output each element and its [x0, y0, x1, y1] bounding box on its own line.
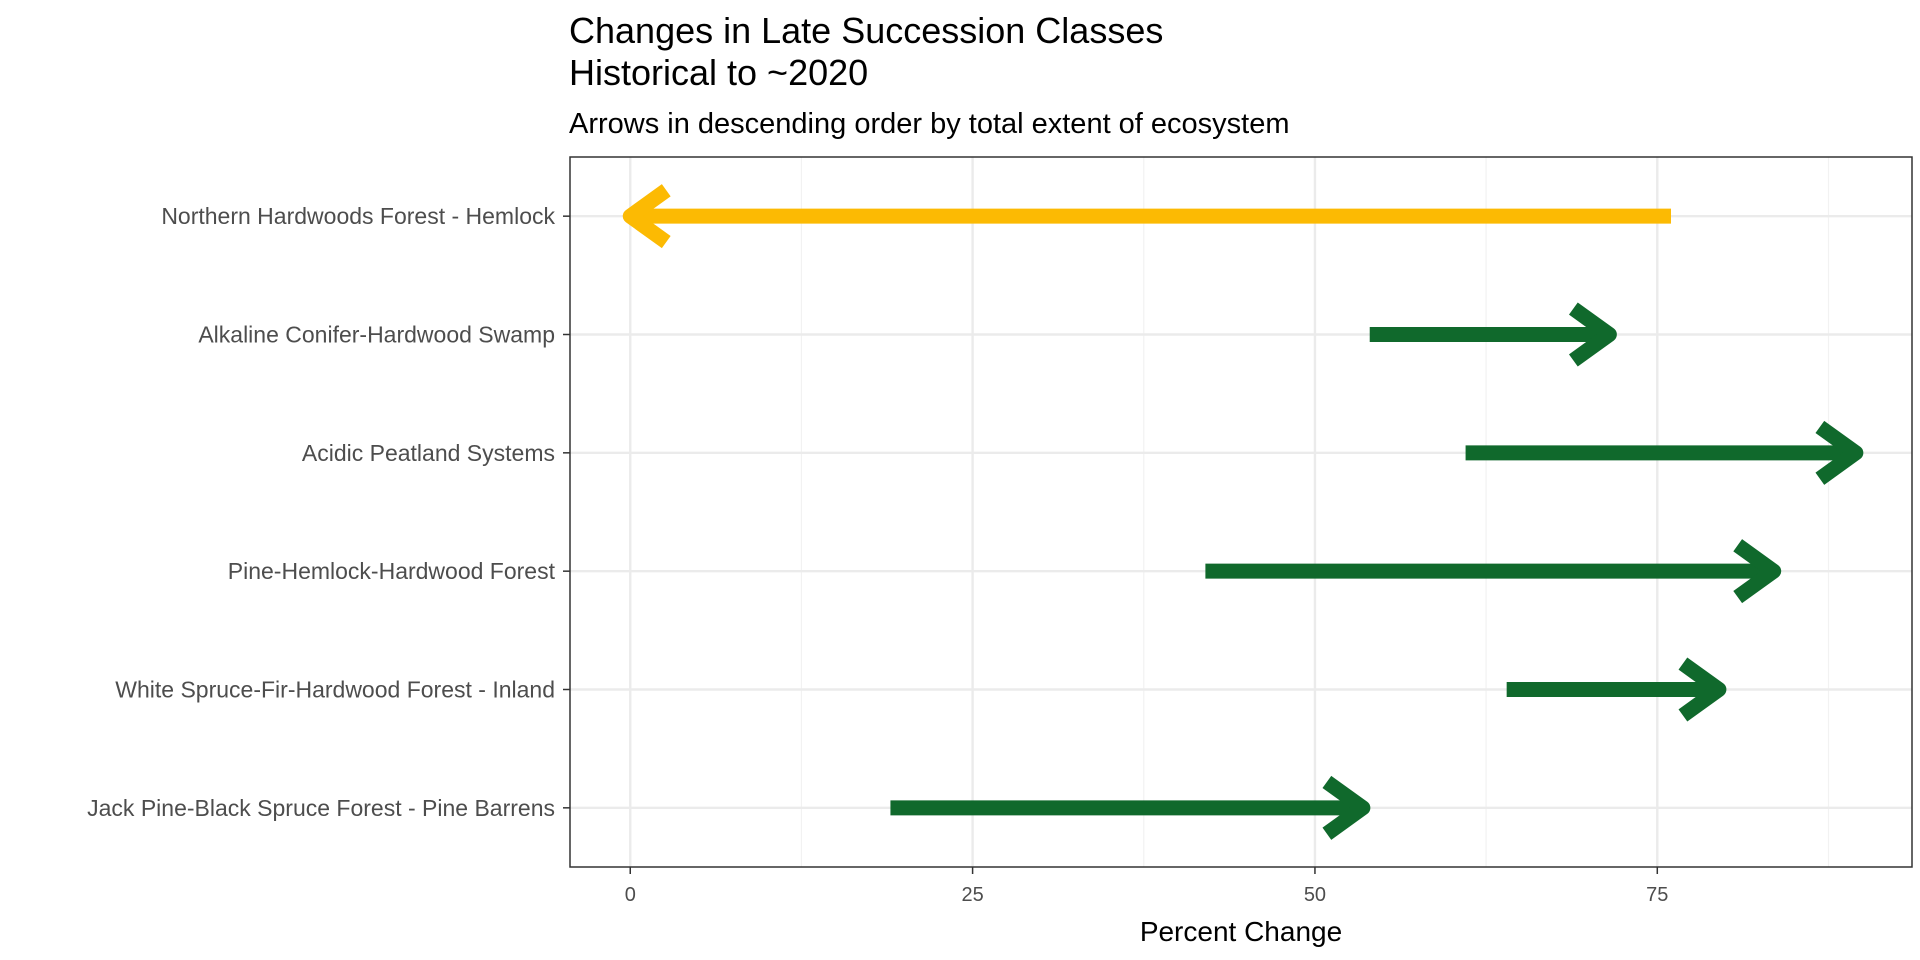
arrow-mark	[890, 775, 1371, 840]
plot-panel	[570, 157, 1912, 867]
arrow-head	[1733, 539, 1782, 604]
y-tick-label: Pine-Hemlock-Hardwood Forest	[228, 558, 556, 584]
x-axis-ticks: 0 25 50 75	[625, 867, 1668, 906]
chart-title: Changes in Late Succession Classes	[569, 10, 1163, 51]
x-tick-label: 25	[961, 884, 983, 906]
arrow-mark	[1369, 302, 1617, 367]
arrow-head	[1322, 775, 1371, 840]
arrow-series	[622, 184, 1864, 840]
chart-subtitle: Arrows in descending order by total exte…	[569, 108, 1290, 140]
arrow-head	[622, 184, 671, 249]
arrow-head	[1815, 420, 1864, 485]
arrow-mark	[1506, 657, 1727, 722]
arrow-head	[1678, 657, 1727, 722]
x-tick-label: 50	[1304, 884, 1326, 906]
arrow-mark	[1465, 420, 1864, 485]
plot-border	[569, 156, 1913, 868]
y-tick-label: White Spruce-Fir-Hardwood Forest - Inlan…	[115, 677, 555, 703]
x-tick-label: 75	[1646, 884, 1668, 906]
x-tick-label: 0	[625, 884, 636, 906]
y-axis-ticks: Northern Hardwoods Forest - Hemlock Alkal…	[87, 203, 570, 821]
arrow-mark	[1205, 539, 1782, 604]
chart-title-line2: Historical to ~2020	[569, 52, 868, 93]
arrow-head	[1568, 302, 1617, 367]
y-tick-label: Jack Pine-Black Spruce Forest - Pine Bar…	[87, 795, 555, 821]
x-axis-title: Percent Change	[1140, 916, 1342, 947]
minor-gridlines	[800, 157, 1830, 867]
y-tick-label: Acidic Peatland Systems	[302, 440, 555, 466]
y-tick-label: Northern Hardwoods Forest - Hemlock	[161, 203, 555, 229]
arrow-mark	[622, 184, 1671, 249]
y-tick-label: Alkaline Conifer-Hardwood Swamp	[198, 322, 555, 348]
